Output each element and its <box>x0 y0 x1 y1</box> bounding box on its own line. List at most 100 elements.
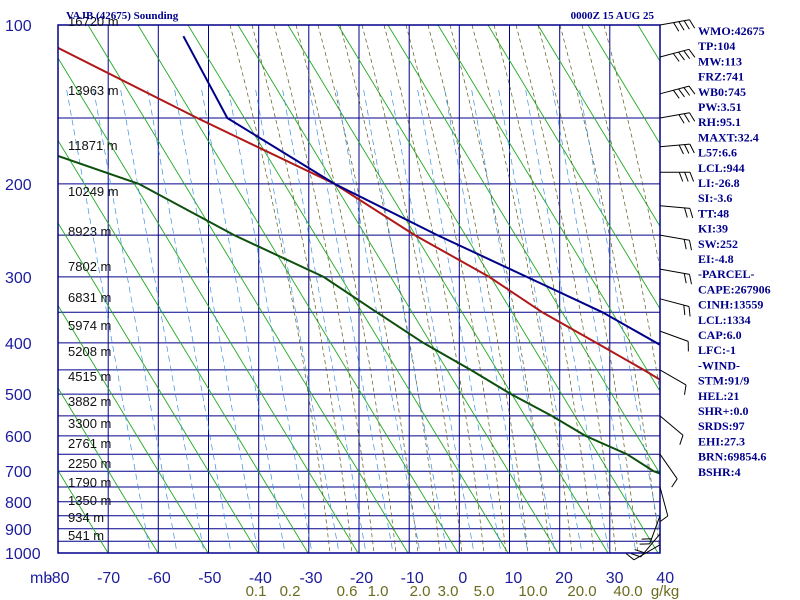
index-value: SHR+:0.0 <box>698 404 749 418</box>
wind-barb <box>659 19 696 32</box>
mixing-ratio-line <box>66 89 150 551</box>
dry-adiabat <box>437 25 660 393</box>
temperature-tick-label: -40 <box>249 570 272 587</box>
mixing-ratio-line <box>471 89 555 551</box>
wind-barb-shaft <box>659 415 684 436</box>
pressure-tick-label: 700 <box>5 464 32 481</box>
wind-barb-flag <box>689 240 692 251</box>
wind-barb <box>659 268 692 285</box>
mixing-ratio-unit: g/kg <box>651 583 679 600</box>
valid-time: 0000Z 15 AUG 25 <box>571 10 655 22</box>
mixing-ratio-label: 20.0 <box>567 583 596 600</box>
moist-adiabat <box>339 25 441 553</box>
mixing-ratio-line <box>255 89 339 551</box>
index-value: LI:-26.8 <box>698 176 740 190</box>
index-value: -WIND- <box>698 358 740 372</box>
moist-adiabat <box>537 25 639 553</box>
moist-adiabat <box>295 25 397 553</box>
series-layer <box>58 35 660 475</box>
dry-adiabat <box>58 139 309 553</box>
wind-barb-flag <box>678 51 685 61</box>
temperature-tick-label: -80 <box>46 570 69 587</box>
wind-barb-flag <box>683 20 690 30</box>
height-label: 6831 m <box>68 290 111 305</box>
wind-barb-flag <box>684 207 688 218</box>
mixing-ratio-line <box>390 89 474 551</box>
mixing-ratio-line <box>147 89 231 551</box>
dry-adiabat <box>58 222 259 553</box>
mixing-ratio-line <box>201 89 285 551</box>
height-label: 2761 m <box>68 436 111 451</box>
height-label: 16720 m <box>68 14 119 29</box>
index-value: RH:95.1 <box>698 115 741 129</box>
index-value: WMO:42675 <box>698 24 765 38</box>
mixing-ratio-line <box>309 89 393 551</box>
height-label: 1350 m <box>68 493 111 508</box>
temperature-tick-label: -10 <box>401 570 424 587</box>
temperature-tick-label: -30 <box>299 570 322 587</box>
wind-barb-flag <box>688 306 691 317</box>
temperature-tick-label: 0 <box>458 570 467 587</box>
mixing-ratio-line <box>363 89 447 551</box>
mixing-ratio-label: 40.0 <box>613 583 642 600</box>
dry-adiabat <box>587 25 660 145</box>
wind-barb-flag <box>688 85 696 95</box>
index-value: CINH:13559 <box>698 298 763 312</box>
height-label: 1790 m <box>68 475 111 490</box>
wind-barb-flag <box>683 305 686 316</box>
pressure-tick-label: 200 <box>5 177 32 194</box>
moist-adiabat <box>405 25 507 553</box>
temperature-tick-label: 40 <box>656 570 674 587</box>
mixing-ratio-label: 0.2 <box>280 583 301 600</box>
index-value: TP:104 <box>698 39 735 53</box>
index-value: STM:91/9 <box>698 374 749 388</box>
wind-barb-flag <box>678 144 684 155</box>
index-value: BRN:69854.6 <box>698 450 766 464</box>
wind-barb-flag <box>684 144 690 154</box>
wind-barb <box>659 453 678 488</box>
wind-barb-flag <box>634 549 645 554</box>
wind-barb-flag <box>689 19 696 29</box>
moist-adiabat <box>471 25 573 553</box>
height-label: 5208 m <box>68 344 111 359</box>
wind-barb-shaft <box>659 453 678 480</box>
mixing-ratio-label: 0.1 <box>246 583 267 600</box>
wind-barb-flag <box>679 435 684 445</box>
index-value: MAXT:32.4 <box>698 130 759 144</box>
wind-barb <box>659 415 684 445</box>
height-label: 11871 m <box>68 138 118 153</box>
mixing-ratio-label: 0.6 <box>337 583 358 600</box>
index-value: LCL:1334 <box>698 313 751 327</box>
mixing-ratio-line <box>282 89 366 551</box>
mixing-ratio-line <box>120 89 204 551</box>
wind-barb-flag <box>672 89 680 99</box>
dry-adiabat <box>537 25 660 228</box>
wind-barb <box>659 234 692 251</box>
height-label: 13963 m <box>68 83 119 98</box>
wind-barb-flag <box>671 478 678 488</box>
wind-barbs <box>625 19 696 561</box>
height-label: 5974 m <box>68 318 111 333</box>
wind-barb-shaft <box>659 330 689 342</box>
grid-layer <box>58 25 660 553</box>
mixing-ratio-line <box>498 89 582 551</box>
index-value: EI:-4.8 <box>698 252 734 266</box>
temperature-tick-label: 30 <box>606 570 624 587</box>
dry-adiabat <box>137 25 459 553</box>
index-value: CAP:6.0 <box>698 328 742 342</box>
wind-barb-flag <box>684 172 689 182</box>
pressure-tick-label: 800 <box>5 495 32 512</box>
pressure-tick-label: 1000 <box>5 546 41 563</box>
dry-adiabat <box>237 25 559 553</box>
plot-frame <box>57 24 661 554</box>
mixing-ratio-label: 10.0 <box>518 583 547 600</box>
wind-barb-flag <box>672 53 680 62</box>
dry-adiabat <box>58 387 159 553</box>
mixing-ratio-line <box>525 89 609 551</box>
height-label: 7802 m <box>68 259 111 274</box>
index-value: BSHR:4 <box>698 465 741 479</box>
mixing-ratio-line <box>336 89 420 551</box>
wind-barb-flag <box>689 172 695 182</box>
pressure-tick-label: 500 <box>5 387 32 404</box>
